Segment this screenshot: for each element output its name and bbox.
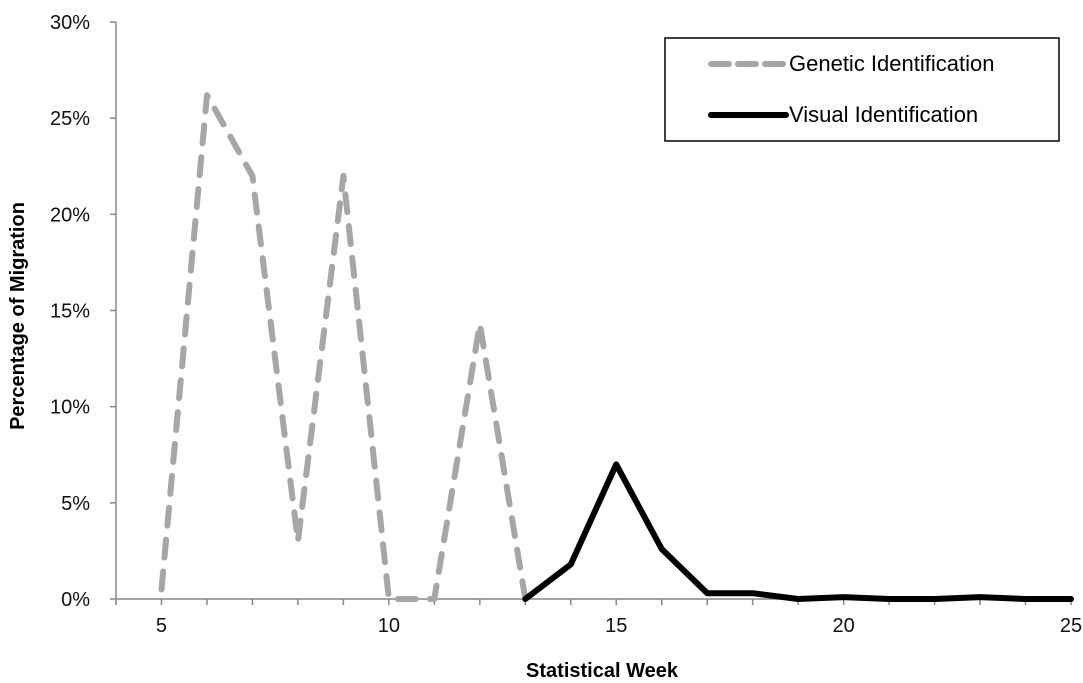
x-axis-title: Statistical Week: [526, 660, 679, 682]
y-tick-label: 0%: [61, 589, 90, 611]
y-tick-label: 10%: [50, 397, 90, 419]
x-ticks: 5 10 15 20 25: [115, 599, 1082, 637]
y-ticks: 0% 5% 10% 15% 20% 25% 30%: [50, 12, 116, 611]
x-tick-label: 5: [156, 615, 167, 637]
x-tick-label: 10: [378, 615, 400, 637]
y-tick-label: 20%: [50, 204, 90, 226]
y-tick-label: 30%: [50, 12, 90, 34]
legend-label-visual: Visual Identification: [789, 102, 978, 127]
legend: Genetic Identification Visual Identifica…: [664, 37, 1060, 142]
x-tick-label: 15: [605, 615, 627, 637]
y-tick-label: 5%: [61, 493, 90, 515]
legend-label-genetic: Genetic Identification: [789, 51, 994, 76]
y-tick-label: 15%: [50, 301, 90, 323]
x-tick-label: 20: [832, 615, 854, 637]
y-tick-label: 25%: [50, 108, 90, 130]
y-axis-title: Percentage of Migration: [7, 202, 29, 430]
series-line-genetic: [158, 92, 529, 602]
legend-box: [664, 37, 1060, 142]
series-line-visual: [522, 461, 1074, 602]
x-tick-label: 25: [1060, 615, 1082, 637]
series-layer: [158, 92, 1074, 602]
